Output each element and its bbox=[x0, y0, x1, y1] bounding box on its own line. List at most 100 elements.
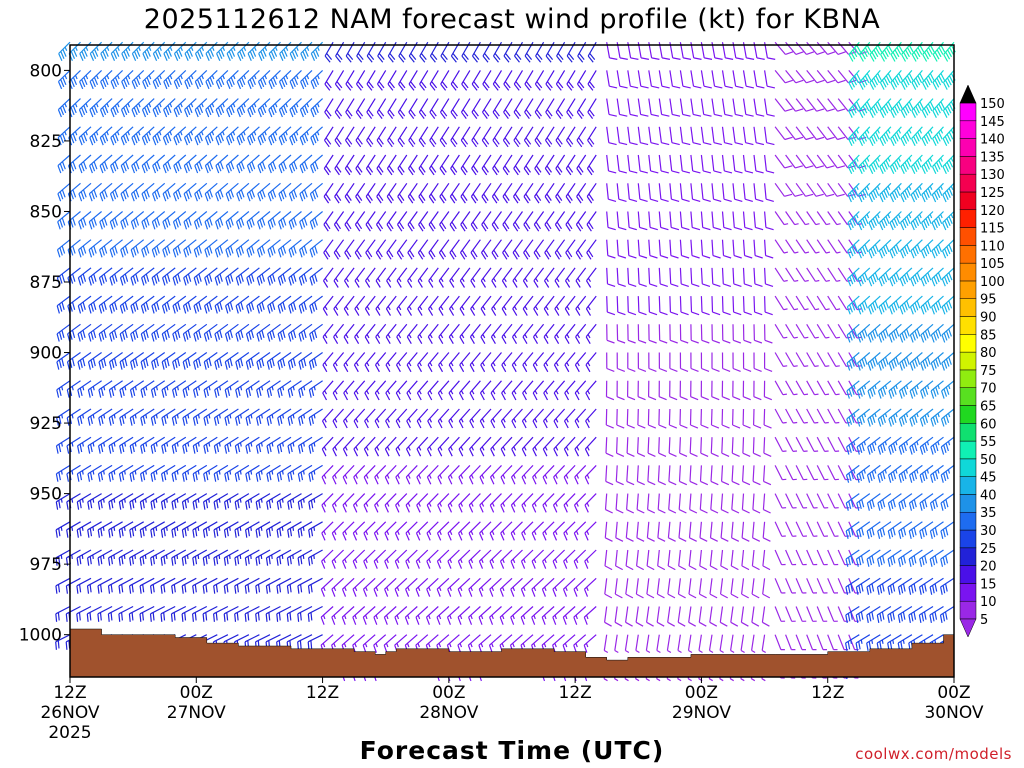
wind-barb bbox=[78, 182, 92, 202]
wind-barb bbox=[55, 605, 71, 622]
wind-barb bbox=[363, 436, 376, 457]
wind-barb bbox=[806, 521, 818, 537]
wind-barb bbox=[428, 267, 439, 288]
wind-barb bbox=[298, 267, 313, 286]
wind-barb bbox=[480, 295, 492, 316]
wind-barb bbox=[374, 408, 387, 429]
wind-barb bbox=[762, 578, 771, 599]
wind-barb bbox=[276, 605, 292, 622]
wind-barb bbox=[395, 380, 408, 401]
wind-barb bbox=[669, 380, 678, 401]
wind-barb bbox=[343, 352, 355, 373]
wind-barb bbox=[458, 521, 471, 541]
wind-barb bbox=[625, 521, 634, 542]
wind-barb bbox=[500, 464, 513, 485]
wind-barb bbox=[341, 606, 355, 625]
wind-barb bbox=[417, 295, 429, 316]
wind-barb bbox=[108, 464, 123, 482]
wind-barb bbox=[857, 352, 871, 371]
wind-barb bbox=[490, 323, 502, 345]
wind-barb bbox=[334, 98, 345, 119]
wind-barb bbox=[930, 436, 944, 455]
wind-barb bbox=[149, 605, 165, 622]
wind-barb bbox=[460, 126, 471, 148]
wind-barb bbox=[428, 182, 439, 204]
wind-barb bbox=[224, 493, 239, 510]
wind-barb bbox=[616, 126, 628, 146]
wind-barb bbox=[234, 605, 250, 622]
wind-barb bbox=[332, 436, 345, 457]
wind-barb bbox=[99, 211, 113, 230]
wind-barb bbox=[77, 323, 92, 342]
wind-barb bbox=[656, 606, 665, 627]
wind-barb bbox=[288, 239, 302, 258]
wind-barb bbox=[877, 436, 892, 455]
wind-barb bbox=[58, 41, 71, 62]
wind-barb bbox=[932, 70, 946, 90]
wind-barb bbox=[460, 182, 471, 204]
wind-barb bbox=[816, 465, 829, 481]
wind-barb bbox=[257, 69, 271, 90]
wind-barb bbox=[245, 493, 260, 510]
wind-barb bbox=[816, 380, 830, 396]
wind-barb bbox=[708, 634, 714, 654]
wind-barb bbox=[375, 295, 387, 316]
wind-barb bbox=[929, 493, 944, 511]
wind-barb bbox=[721, 70, 733, 89]
wind-barb bbox=[554, 211, 566, 232]
wind-barb bbox=[920, 267, 934, 287]
wind-barb bbox=[522, 352, 534, 373]
wind-barb bbox=[268, 41, 281, 62]
wind-barb bbox=[679, 211, 690, 231]
wind-barb bbox=[297, 493, 313, 510]
wind-barb bbox=[345, 70, 355, 91]
wind-barb bbox=[689, 493, 698, 514]
wind-barb bbox=[139, 605, 155, 622]
wind-barb bbox=[56, 408, 71, 426]
wind-barb bbox=[310, 154, 323, 174]
colorbar-label: 60 bbox=[980, 417, 997, 432]
wind-barb bbox=[309, 295, 323, 314]
wind-barb bbox=[858, 41, 872, 62]
wind-barb bbox=[172, 295, 187, 314]
wind-barb bbox=[764, 324, 773, 344]
wind-barb bbox=[479, 464, 492, 485]
wind-barb bbox=[606, 296, 616, 316]
wind-barb bbox=[563, 436, 576, 457]
wind-barb bbox=[205, 69, 218, 90]
wind-barb bbox=[119, 267, 134, 286]
wind-barb bbox=[384, 577, 397, 597]
wind-barb bbox=[520, 549, 534, 569]
wind-barb bbox=[585, 323, 597, 345]
wind-barb bbox=[806, 295, 820, 311]
wind-barb bbox=[635, 578, 644, 599]
wind-barb bbox=[679, 352, 689, 372]
wind-barb bbox=[173, 154, 187, 174]
wind-barb bbox=[448, 408, 460, 429]
wind-barb bbox=[395, 408, 408, 429]
wind-barb bbox=[501, 380, 513, 401]
wind-barb bbox=[478, 549, 492, 569]
wind-barb bbox=[554, 323, 566, 345]
wind-barb bbox=[721, 465, 730, 486]
wind-barb bbox=[344, 239, 355, 260]
wind-barb bbox=[795, 436, 808, 452]
wind-barb bbox=[566, 98, 576, 119]
wind-barb bbox=[416, 436, 429, 457]
wind-barb bbox=[235, 352, 250, 370]
wind-barb bbox=[774, 578, 786, 594]
wind-barb bbox=[427, 323, 439, 345]
wind-barb bbox=[909, 408, 923, 427]
wind-barb bbox=[265, 577, 281, 594]
wind-barb bbox=[109, 239, 123, 258]
wind-barb bbox=[806, 352, 819, 367]
wind-barb bbox=[711, 98, 723, 117]
wind-barb bbox=[245, 380, 260, 398]
wind-barb bbox=[97, 605, 113, 622]
wind-barb bbox=[711, 183, 722, 202]
wind-barb bbox=[614, 578, 623, 599]
wind-barb bbox=[614, 606, 623, 627]
wind-barb bbox=[910, 211, 923, 231]
colorbar-swatch bbox=[959, 191, 977, 211]
credit-link[interactable]: coolwx.com/models bbox=[855, 745, 1012, 763]
